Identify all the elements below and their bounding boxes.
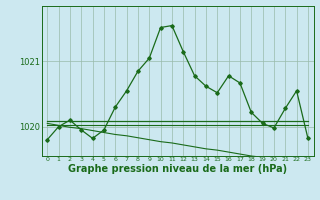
X-axis label: Graphe pression niveau de la mer (hPa): Graphe pression niveau de la mer (hPa) [68,164,287,174]
